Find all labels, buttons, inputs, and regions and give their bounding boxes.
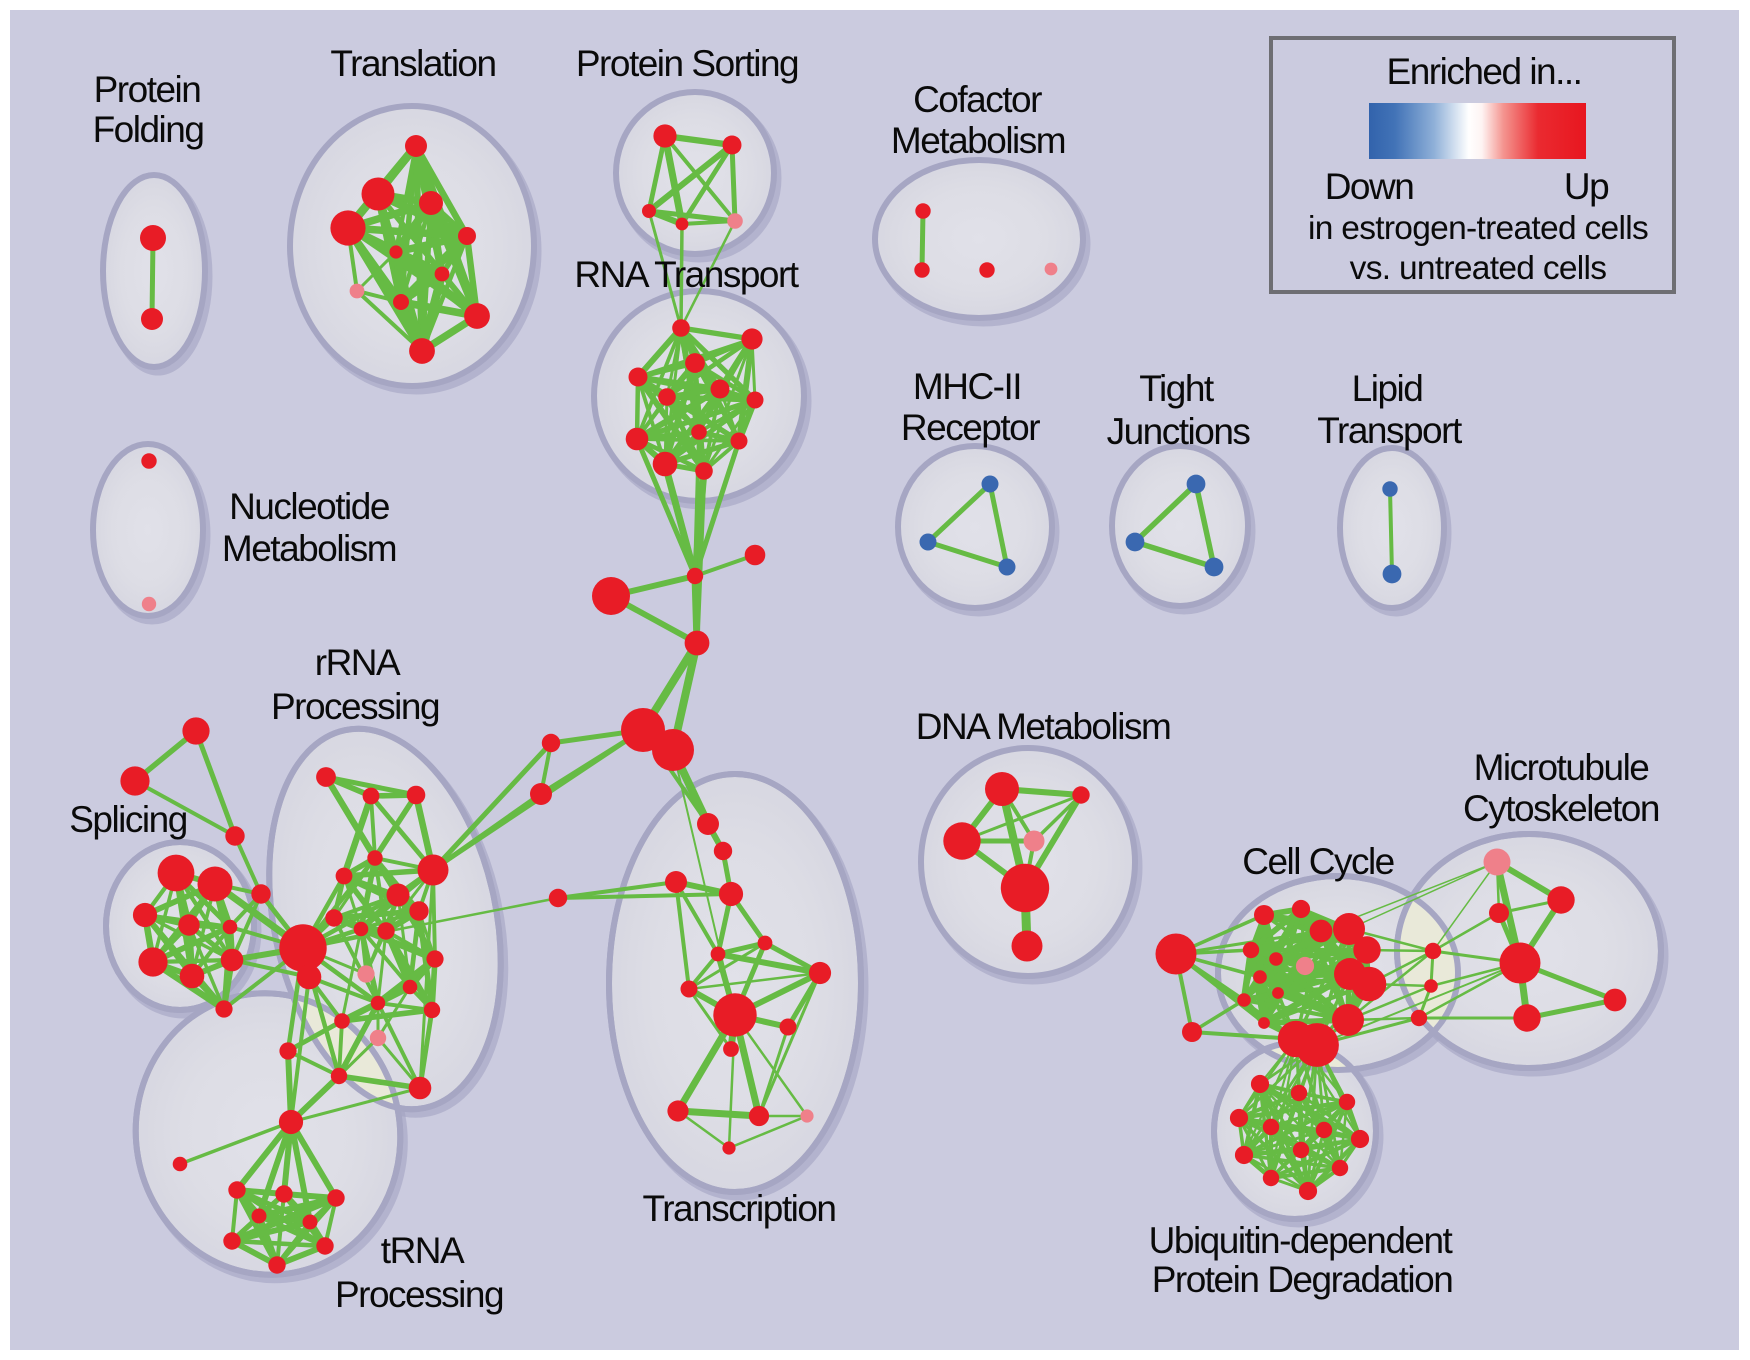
svg-text:Processing: Processing <box>335 1274 503 1315</box>
svg-text:Transcription: Transcription <box>643 1188 836 1229</box>
svg-text:Junctions: Junctions <box>1107 411 1251 452</box>
svg-text:tRNA: tRNA <box>381 1230 465 1271</box>
svg-text:Down: Down <box>1325 166 1414 207</box>
svg-text:Protein Degradation: Protein Degradation <box>1152 1259 1453 1300</box>
svg-text:Transport: Transport <box>1317 410 1463 451</box>
svg-text:Metabolism: Metabolism <box>891 120 1065 161</box>
svg-text:Metabolism: Metabolism <box>222 528 396 569</box>
svg-text:MHC-II: MHC-II <box>913 366 1021 407</box>
svg-text:Cytoskeleton: Cytoskeleton <box>1463 788 1659 829</box>
svg-text:vs. untreated cells: vs. untreated cells <box>1350 250 1607 287</box>
svg-text:Folding: Folding <box>93 109 204 150</box>
svg-text:Tight: Tight <box>1139 368 1215 409</box>
svg-text:Translation: Translation <box>330 43 495 84</box>
svg-text:RNA Transport: RNA Transport <box>574 254 799 295</box>
svg-text:Up: Up <box>1564 166 1609 207</box>
svg-text:Receptor: Receptor <box>901 407 1040 448</box>
svg-text:Enriched in...: Enriched in... <box>1387 51 1582 92</box>
svg-text:Ubiquitin-dependent: Ubiquitin-dependent <box>1149 1220 1454 1261</box>
svg-text:DNA Metabolism: DNA Metabolism <box>916 706 1171 747</box>
svg-text:Cell Cycle: Cell Cycle <box>1242 841 1394 882</box>
svg-text:in estrogen-treated cells: in estrogen-treated cells <box>1308 210 1648 247</box>
svg-text:Lipid: Lipid <box>1352 368 1423 409</box>
svg-text:Cofactor: Cofactor <box>913 79 1042 120</box>
svg-text:Splicing: Splicing <box>69 799 187 840</box>
svg-text:Nucleotide: Nucleotide <box>229 486 389 527</box>
svg-text:Protein Sorting: Protein Sorting <box>576 43 798 84</box>
svg-text:Microtubule: Microtubule <box>1474 747 1649 788</box>
svg-text:Protein: Protein <box>94 69 201 110</box>
svg-text:Processing: Processing <box>271 686 439 727</box>
svg-text:rRNA: rRNA <box>315 642 401 683</box>
